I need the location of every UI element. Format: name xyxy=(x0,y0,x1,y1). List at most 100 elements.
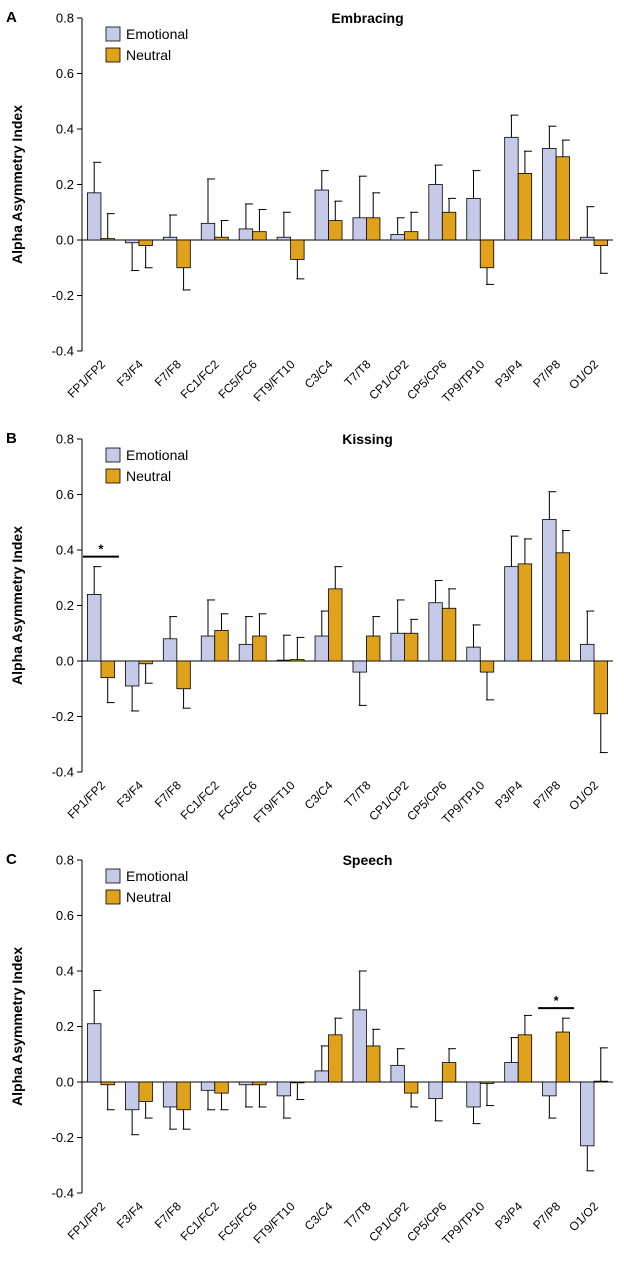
bar-emotional xyxy=(466,646,481,662)
bar-neutral xyxy=(176,660,191,690)
bar-emotional xyxy=(352,1009,367,1083)
y-tick-label: 0.2 xyxy=(56,1019,74,1034)
bar-emotional xyxy=(504,136,519,241)
bar-neutral xyxy=(252,231,267,241)
legend-swatch-emotional xyxy=(105,447,121,463)
panel-a: A Embracing Alpha Asymmetry Index -0.4 -0.2 0… xyxy=(0,0,624,421)
x-tick-label: T7/T8 xyxy=(342,357,374,389)
bar-emotional xyxy=(276,659,292,662)
bar-neutral xyxy=(517,1034,533,1083)
bar-emotional xyxy=(428,184,443,241)
bar-emotional xyxy=(87,1023,102,1083)
x-tick-label: CP1/CP2 xyxy=(366,357,412,403)
bar-emotional xyxy=(162,236,178,241)
bar-emotional xyxy=(504,566,519,662)
bar-neutral xyxy=(555,156,571,241)
bar-neutral xyxy=(290,1081,305,1084)
bar-emotional xyxy=(428,1081,443,1100)
bar-neutral xyxy=(214,630,229,662)
bar-neutral xyxy=(366,1045,381,1083)
bar-neutral xyxy=(593,1080,608,1083)
bar-emotional xyxy=(87,192,102,241)
x-tick-label: FT9/FT10 xyxy=(251,357,298,404)
x-tick-label: F3/F4 xyxy=(114,1199,146,1231)
legend-label-emotional: Emotional xyxy=(126,868,188,884)
chart-a: A Embracing Alpha Asymmetry Index -0.4 -0.2 0… xyxy=(6,9,613,405)
legend-label-emotional: Emotional xyxy=(126,447,188,463)
y-tick-label: 0.6 xyxy=(56,487,74,502)
panel-b: B Kissing Alpha Asymmetry Index -0.4 -0.2 0.0… xyxy=(0,421,624,842)
x-tick-label: CP1/CP2 xyxy=(366,778,412,824)
bar-neutral xyxy=(441,211,457,241)
y-tick-label: 0.0 xyxy=(56,1075,74,1090)
bar-neutral xyxy=(366,635,381,662)
bar-neutral xyxy=(176,239,191,269)
bar-emotional xyxy=(352,660,367,673)
y-tick-label: 0.0 xyxy=(56,233,74,248)
x-tick-label: FP1/FP2 xyxy=(65,778,109,822)
y-tick-label: 0.6 xyxy=(56,908,74,923)
x-tick-label: P7/P8 xyxy=(530,357,563,390)
bar-neutral xyxy=(403,231,419,241)
bar-neutral xyxy=(176,1081,191,1111)
bar-neutral xyxy=(366,217,381,241)
bar-emotional xyxy=(238,228,254,241)
x-tick-label: C3/C4 xyxy=(302,1199,336,1233)
bar-neutral xyxy=(479,239,495,269)
x-tick-label: P7/P8 xyxy=(530,778,563,811)
chart-b: B Kissing Alpha Asymmetry Index -0.4 -0.2 0.0… xyxy=(6,430,613,826)
bar-neutral xyxy=(138,660,153,665)
bar-neutral xyxy=(328,1034,343,1083)
x-tick-label: C3/C4 xyxy=(302,357,336,391)
legend-swatch-neutral xyxy=(105,889,121,905)
bar-neutral xyxy=(328,588,343,662)
legend-label-neutral: Neutral xyxy=(126,47,171,63)
y-tick-label: -0.4 xyxy=(52,1186,74,1201)
bar-emotional xyxy=(238,1081,254,1086)
bar-emotional xyxy=(124,1081,140,1111)
panel-letter: B xyxy=(6,430,17,447)
bar-emotional xyxy=(428,602,443,662)
bar-neutral xyxy=(138,1081,153,1102)
bar-emotional xyxy=(390,1064,405,1083)
bar-emotional xyxy=(542,148,557,241)
bar-neutral xyxy=(555,552,571,662)
bar-emotional xyxy=(314,635,329,662)
bar-emotional xyxy=(162,1081,178,1108)
bar-emotional xyxy=(200,1081,216,1091)
y-tick-label: 0.6 xyxy=(56,66,74,81)
legend-label-emotional: Emotional xyxy=(126,26,188,42)
significance-star: * xyxy=(98,542,104,557)
bar-neutral xyxy=(138,239,153,246)
bar-neutral xyxy=(100,238,115,241)
bar-emotional xyxy=(314,1070,329,1083)
chart-title: Embracing xyxy=(331,10,403,26)
bar-neutral xyxy=(441,1062,457,1083)
x-tick-label: P3/P4 xyxy=(492,1199,525,1232)
bar-emotional xyxy=(124,660,140,687)
bar-emotional xyxy=(466,1081,481,1108)
y-tick-label: 0.2 xyxy=(56,177,74,192)
y-axis-label: Alpha Asymmetry Index xyxy=(9,526,25,685)
y-tick-label: -0.2 xyxy=(52,709,74,724)
bar-neutral xyxy=(214,1081,229,1094)
x-tick-label: FP1/FP2 xyxy=(65,357,109,401)
bar-neutral xyxy=(517,563,533,662)
bar-neutral xyxy=(479,660,495,673)
bar-neutral xyxy=(403,1081,419,1094)
x-tick-label: FP1/FP2 xyxy=(65,1199,109,1243)
bar-emotional xyxy=(390,234,405,241)
y-axis-label: Alpha Asymmetry Index xyxy=(9,105,25,264)
x-tick-label: F3/F4 xyxy=(114,778,146,810)
bar-neutral xyxy=(290,659,305,662)
x-tick-label: T7/T8 xyxy=(342,1199,374,1231)
bar-neutral xyxy=(100,660,115,679)
bar-emotional xyxy=(238,643,254,662)
y-tick-label: -0.4 xyxy=(52,765,74,780)
x-tick-label: O1/O2 xyxy=(566,357,601,392)
x-tick-label: F7/F8 xyxy=(152,778,184,810)
bar-neutral xyxy=(593,239,608,246)
y-tick-label: 0.8 xyxy=(56,11,74,26)
x-tick-label: FC1/FC2 xyxy=(178,357,223,402)
x-tick-label: F3/F4 xyxy=(114,357,146,389)
